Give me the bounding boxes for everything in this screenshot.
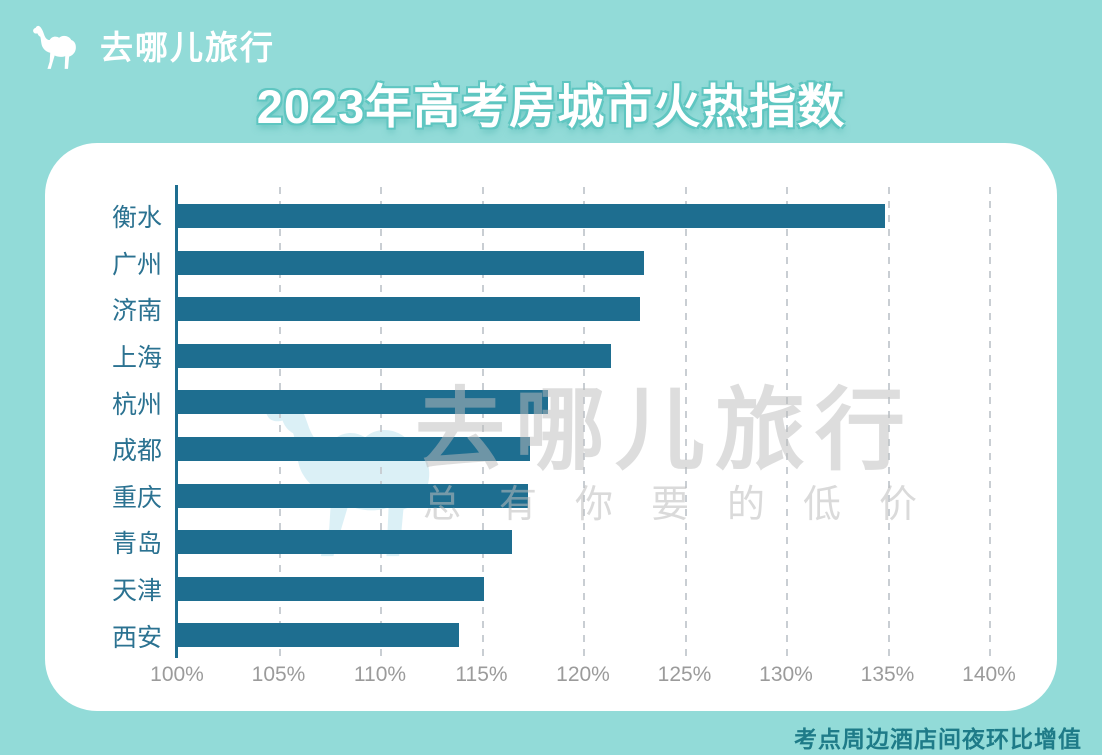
chart-row: 上海 (112, 333, 989, 380)
category-label: 西安 (111, 623, 162, 652)
gridline (786, 187, 788, 657)
chart-row: 杭州 (112, 379, 989, 426)
category-label: 青岛 (111, 530, 162, 559)
category-label: 天津 (111, 577, 162, 606)
value-bar (177, 297, 640, 322)
x-axis-tick-label: 130% (759, 663, 813, 686)
chart-row: 济南 (112, 286, 989, 333)
gridline (989, 187, 991, 657)
category-label: 济南 (111, 297, 162, 326)
gridline (278, 187, 281, 657)
value-bar (177, 437, 531, 461)
x-axis-tick-label: 100% (150, 663, 204, 686)
category-label: 杭州 (111, 390, 162, 419)
category-label: 上海 (111, 344, 162, 373)
value-bar (177, 483, 529, 508)
chart-row: 重庆 (112, 473, 989, 520)
gridline (684, 187, 687, 657)
gridline (887, 187, 890, 657)
x-axis-tick-label: 125% (657, 663, 712, 686)
chart-row: 青岛 (112, 519, 989, 566)
value-bar (177, 576, 484, 601)
watermark-brand-text: 去哪儿旅行 (415, 381, 915, 481)
gridline (583, 187, 585, 657)
category-label: 成都 (111, 437, 162, 466)
gridline (380, 187, 382, 657)
brand-logo: 去哪儿旅行 (28, 20, 275, 70)
chart-row: 衡水 (112, 193, 989, 240)
gridline (481, 187, 484, 657)
watermark-slogan: 总有你要的低价 (423, 484, 956, 526)
x-axis-tick-label: 120% (556, 663, 610, 686)
camel-icon (33, 25, 76, 69)
value-bar (177, 204, 886, 228)
x-axis-tick-label: 105% (251, 663, 306, 686)
chart-caption: 考点周边酒店间夜环比增值 (794, 726, 1082, 752)
x-axis-tick-label: 140% (962, 663, 1016, 686)
x-axis-tick-label: 115% (455, 663, 508, 686)
category-label: 广州 (111, 250, 162, 279)
x-axis-tick-label: 110% (353, 663, 407, 686)
page-title: 2023年高考房城市火热指数 (256, 80, 846, 133)
plot-area: 衡水广州济南上海杭州成都重庆青岛天津西安 100% 105% 110% 115% 120… (112, 185, 1016, 686)
brand-name: 去哪儿旅行 (100, 29, 275, 66)
value-bar (177, 250, 644, 275)
value-bar (177, 390, 549, 415)
category-label: 重庆 (111, 483, 162, 512)
value-bar (177, 343, 612, 368)
y-axis-line (175, 185, 178, 658)
chart-row: 西安 (112, 612, 989, 659)
chart-row: 广州 (112, 240, 989, 287)
chart-card: 去哪儿旅行 总有你要的低价 衡水广州济南上海杭州成都重庆青岛天津西安 100% 1… (45, 143, 1057, 711)
value-bar (177, 530, 512, 555)
chart-row: 成都 (112, 426, 989, 473)
category-label: 衡水 (111, 204, 162, 233)
watermark-camel-icon (266, 392, 430, 557)
chart-row: 天津 (112, 566, 989, 613)
value-bar (177, 623, 460, 648)
x-axis-tick-label: 135% (860, 663, 915, 686)
